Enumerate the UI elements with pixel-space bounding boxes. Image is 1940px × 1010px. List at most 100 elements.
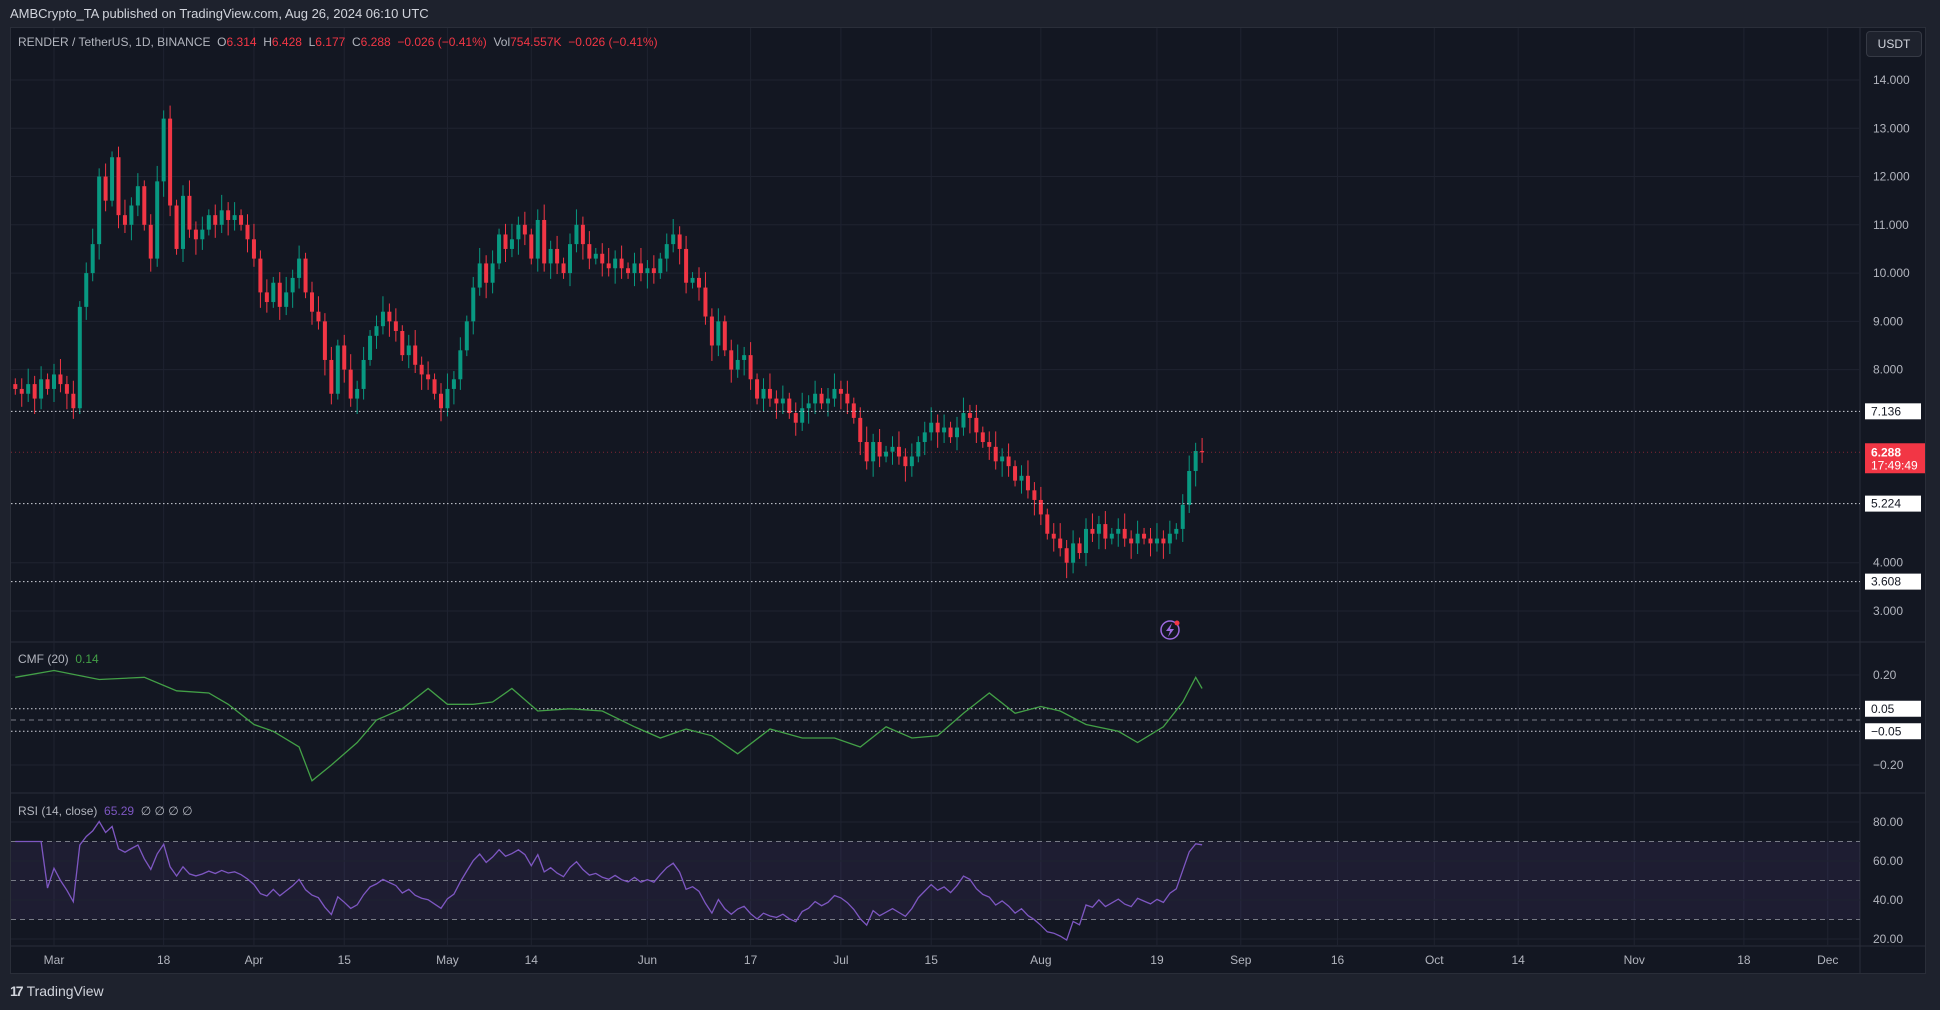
- time-axis-label: Dec: [1817, 953, 1838, 967]
- change-value: −0.026 (−0.41%): [397, 35, 487, 49]
- candle: [684, 235, 689, 294]
- currency-button[interactable]: USDT: [1866, 31, 1922, 57]
- candle-body: [1051, 533, 1056, 539]
- candle-body: [826, 398, 830, 404]
- rsi-axis-label: 20.00: [1873, 932, 1903, 946]
- candle: [800, 392, 805, 431]
- tradingview-footer: 17 TradingView: [10, 983, 104, 999]
- candle-body: [1154, 538, 1159, 544]
- candle-body: [316, 311, 321, 322]
- candle-body: [464, 321, 469, 351]
- candle-body: [535, 219, 540, 259]
- candle-body: [568, 244, 572, 274]
- candle-body: [722, 321, 727, 351]
- candle: [380, 296, 385, 335]
- candle-body: [929, 422, 934, 433]
- candle-body: [974, 417, 979, 433]
- tradingview-logo-icon: 17: [10, 983, 24, 999]
- candle: [116, 146, 121, 229]
- candle-body: [1193, 451, 1198, 471]
- candle: [651, 255, 656, 284]
- candle: [703, 272, 708, 325]
- candle-body: [129, 205, 134, 225]
- price-axis-label: 8.000: [1873, 363, 1903, 377]
- candle: [213, 204, 218, 238]
- candle-body: [1187, 470, 1192, 505]
- candle: [503, 223, 508, 262]
- candle: [858, 407, 863, 456]
- candle: [709, 308, 714, 361]
- candle: [32, 375, 37, 415]
- candle-body: [697, 277, 701, 288]
- candle-body: [110, 157, 115, 201]
- candle: [71, 380, 76, 419]
- candle: [632, 252, 637, 287]
- candle: [148, 214, 153, 272]
- candle-body: [200, 229, 205, 240]
- publish-header: AMBCrypto_TA published on TradingView.co…: [10, 6, 429, 21]
- candle-body: [1116, 528, 1121, 534]
- candle: [97, 168, 102, 260]
- rsi-legend: RSI (14, close) 65.29 ∅ ∅ ∅ ∅: [18, 804, 193, 818]
- candle: [419, 356, 424, 390]
- candle-body: [903, 456, 908, 467]
- candle: [755, 373, 760, 405]
- tradingview-brand[interactable]: TradingView: [26, 983, 104, 999]
- candle-body: [400, 331, 405, 356]
- cmf-title[interactable]: CMF (20): [18, 652, 69, 666]
- candle-body: [909, 456, 914, 467]
- candle: [1154, 523, 1159, 552]
- candle-body: [529, 234, 534, 259]
- candle: [26, 368, 31, 402]
- rsi-title[interactable]: RSI (14, close): [18, 804, 98, 818]
- candle: [896, 431, 901, 465]
- candle-body: [122, 215, 127, 225]
- candle: [922, 421, 927, 456]
- price-level-label-bg: [1865, 403, 1921, 420]
- candle-body: [387, 311, 392, 322]
- time-axis-label: Sep: [1230, 953, 1252, 967]
- candle-body: [671, 234, 676, 245]
- candle-body: [961, 413, 966, 428]
- chart-frame[interactable]: [10, 27, 1926, 974]
- candle: [535, 209, 540, 272]
- candle: [658, 252, 663, 279]
- candle: [1013, 460, 1018, 487]
- candle-body: [355, 388, 360, 399]
- candle-body: [729, 350, 734, 370]
- candle-body: [877, 442, 882, 457]
- candle: [58, 359, 63, 393]
- price-level-label: 3.608: [1865, 573, 1921, 590]
- candle: [477, 247, 482, 296]
- candle: [155, 165, 160, 267]
- candle-body: [1129, 538, 1134, 544]
- candle: [961, 397, 966, 436]
- candle-body: [664, 244, 669, 259]
- candle: [316, 296, 321, 330]
- candle: [335, 339, 340, 400]
- time-axis-label: 16: [1331, 953, 1345, 967]
- candle-body: [174, 205, 179, 249]
- candle-body: [606, 263, 611, 269]
- candle-body: [574, 224, 579, 245]
- candle: [748, 342, 753, 390]
- candle-body: [709, 316, 714, 346]
- candle: [432, 373, 437, 400]
- close-label: C: [351, 35, 361, 49]
- candle: [1084, 518, 1088, 567]
- candle-body: [1142, 533, 1147, 539]
- price-axis-label: 11.000: [1873, 218, 1909, 232]
- last-price-value: 6.288: [1871, 445, 1901, 459]
- candle: [664, 233, 669, 272]
- candle: [284, 276, 289, 316]
- candle-body: [168, 118, 173, 206]
- candle-body: [64, 384, 69, 394]
- candle-body: [213, 215, 218, 225]
- candle: [232, 202, 237, 231]
- symbol-name[interactable]: RENDER / TetherUS, 1D, BINANCE: [18, 35, 211, 49]
- close-value: 6.288: [360, 35, 391, 49]
- candle-body: [658, 258, 663, 274]
- candle: [1135, 520, 1140, 555]
- candle: [1116, 518, 1121, 547]
